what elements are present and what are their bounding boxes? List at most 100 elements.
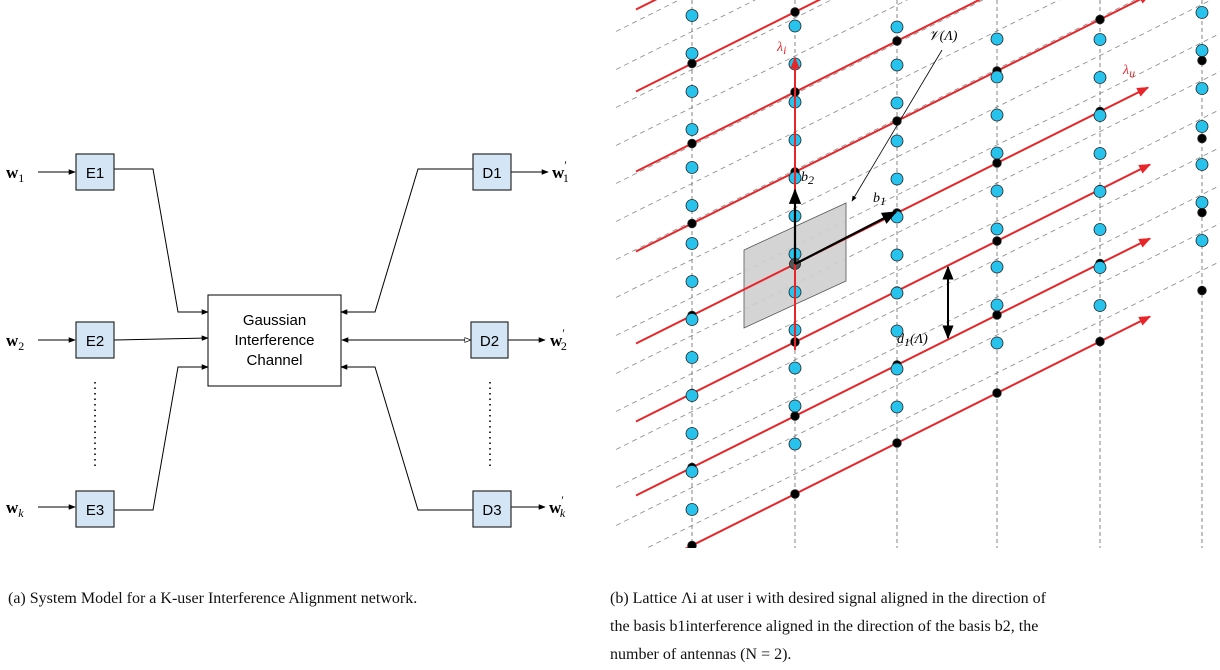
label-lambda-u: λu <box>1122 63 1135 80</box>
diagonal-line <box>615 0 1212 299</box>
lattice-point-cyan <box>685 161 699 174</box>
encoder-e2: E2 <box>75 321 115 359</box>
lattice-point-cyan <box>1093 261 1107 274</box>
lattice-point-cyan <box>990 298 1004 312</box>
lattice-point-black <box>790 489 800 499</box>
lattice-point-cyan <box>990 222 1004 236</box>
lattice-point-cyan <box>788 399 802 413</box>
lattice-point-black <box>687 540 697 548</box>
lattice-point-cyan <box>685 389 699 402</box>
lattice-points <box>685 6 1209 548</box>
lattice-point-cyan <box>990 32 1004 46</box>
diagonal-line <box>615 0 1060 223</box>
output-wk-prime: w′ k <box>549 493 566 520</box>
svg-text:D2: D2 <box>480 333 499 350</box>
lattice-point-black <box>1197 207 1207 218</box>
lattice-point-cyan <box>990 108 1004 122</box>
input-wk: wk <box>6 498 24 520</box>
lattice-point-cyan <box>890 96 904 110</box>
lattice-point-black <box>687 138 697 149</box>
lattice-point-black <box>992 388 1002 398</box>
lattice-point-cyan <box>685 427 699 440</box>
lattice-point-cyan <box>1195 234 1209 247</box>
caption-a: (a) System Model for a K-user Interferen… <box>8 590 418 607</box>
lattice-point-black <box>790 7 800 17</box>
input-w2: w2 <box>6 331 24 353</box>
input-w1: w1 <box>6 163 24 185</box>
lattice-point-black <box>1095 336 1105 347</box>
diagonal-line <box>615 71 1220 375</box>
lattice-point-cyan <box>1195 44 1209 57</box>
lattice-point-black <box>1197 55 1207 66</box>
output-w1-prime: w′ 1 <box>552 158 569 185</box>
system-model-diagram <box>38 168 549 511</box>
svg-text:D1: D1 <box>482 165 501 182</box>
lattice-point-black <box>892 438 902 448</box>
caption-b-line2: the basis b1interference aligned in the … <box>610 618 1039 635</box>
lattice-point-cyan <box>685 47 699 60</box>
diagonal-line <box>615 0 984 185</box>
lattice-point-cyan <box>685 85 699 98</box>
lattice-point-cyan <box>890 248 904 262</box>
lattice-point-black <box>1197 133 1207 144</box>
lattice-point-cyan <box>788 437 802 451</box>
lattice-point-cyan <box>890 134 904 148</box>
label-b2: b2 <box>801 170 814 187</box>
label-d1: d1(Λ) <box>897 332 928 349</box>
lattice-point-cyan <box>890 286 904 300</box>
lattice-point-cyan <box>890 362 904 376</box>
diagonal-line <box>615 0 1136 261</box>
lattice-point-cyan <box>685 275 699 288</box>
label-lambda-i: λi <box>776 40 786 57</box>
diagonal-line <box>615 147 1220 451</box>
lattice-point-cyan <box>1195 6 1209 19</box>
lattice-point-black <box>1197 285 1207 296</box>
svg-text:D3: D3 <box>482 502 501 519</box>
lattice-point-cyan <box>685 199 699 212</box>
caption-b-line1: (b) Lattice Λi at user i with desired si… <box>610 590 1046 607</box>
svg-text:E3: E3 <box>86 502 104 519</box>
lattice-point-cyan <box>890 324 904 338</box>
lattice-point-black <box>992 158 1002 168</box>
diagonal-line <box>615 185 1220 489</box>
lattice-point-cyan <box>1093 223 1107 236</box>
lattice-point-black <box>992 236 1002 246</box>
red-diagonal-line <box>635 0 982 173</box>
lattice-point-cyan <box>1093 33 1107 46</box>
encoder-e3: E3 <box>75 490 115 528</box>
diagonal-line <box>615 33 1220 337</box>
lattice-point-cyan <box>685 237 699 250</box>
caption-b-line3: number of antennas (N = 2). <box>610 646 792 663</box>
caption-b: (b) Lattice Λi at user i with desired si… <box>610 585 1215 669</box>
lattice-point-cyan <box>1195 82 1209 95</box>
lattice-point-cyan <box>1093 185 1107 198</box>
red-lattice-lines <box>635 0 1152 548</box>
svg-text:E1: E1 <box>86 165 104 182</box>
diagonal-line <box>600 0 1220 2</box>
lattice-point-black <box>992 310 1002 320</box>
gray-dashed-diagonals <box>600 0 1220 548</box>
svg-text:Channel: Channel <box>247 352 303 369</box>
lattice-point-cyan <box>685 465 699 478</box>
lattice-point-cyan <box>890 58 904 72</box>
lattice-point-cyan <box>990 70 1004 84</box>
lattice-point-cyan <box>1195 120 1209 133</box>
gaussian-interference-channel: Gaussian Interference Channel <box>207 294 342 387</box>
lattice-point-black <box>687 58 697 69</box>
lattice-point-cyan <box>685 503 699 516</box>
lattice-point-black <box>892 36 902 46</box>
svg-text:E2: E2 <box>86 333 104 350</box>
label-voronoi: 𝒱(Λ) <box>928 29 958 44</box>
voronoi-pointer <box>851 49 943 202</box>
diagonal-line <box>615 223 1220 527</box>
lattice-point-cyan <box>890 20 904 34</box>
lattice-point-cyan <box>1093 71 1107 84</box>
output-w2-prime: w′ 2 <box>550 326 567 353</box>
label-b1: b1 <box>873 191 886 208</box>
lattice-point-cyan <box>788 361 802 375</box>
lattice-diagram <box>600 0 1220 548</box>
red-diagonal-line <box>635 0 822 93</box>
lattice-point-cyan <box>990 184 1004 198</box>
lattice-point-cyan <box>685 313 699 326</box>
decoder-d3: D3 <box>472 490 512 528</box>
